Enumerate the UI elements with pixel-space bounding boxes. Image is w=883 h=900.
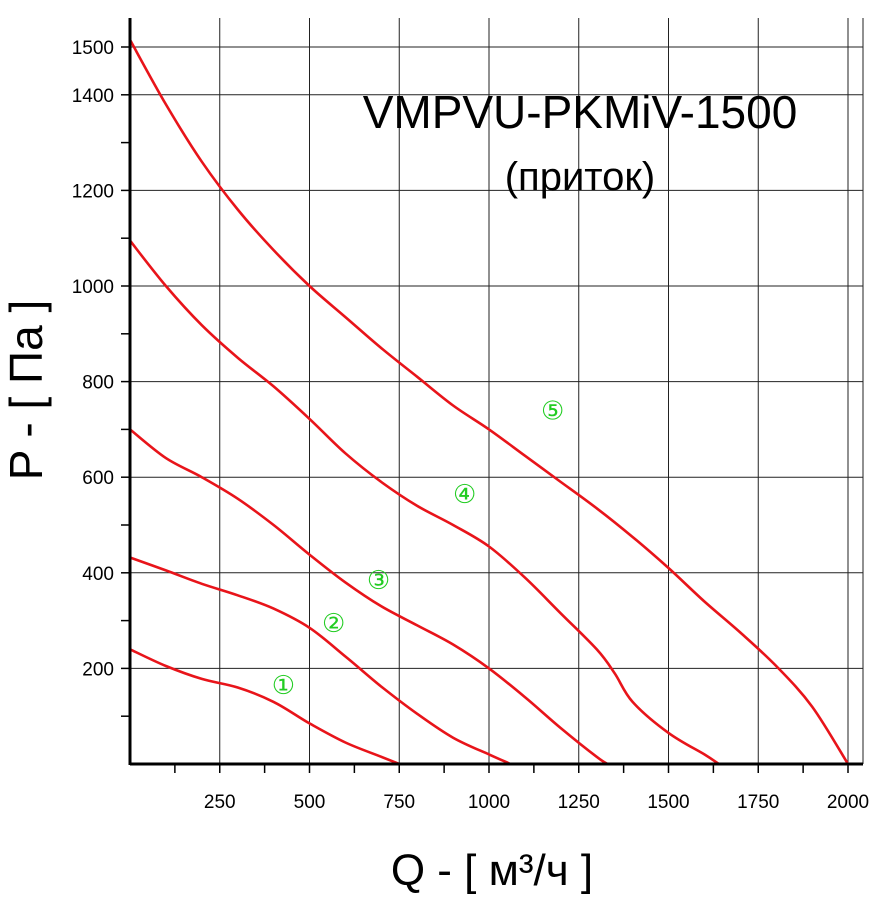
x-tick-label: 750 — [383, 792, 415, 813]
y-tick-label: 1500 — [72, 38, 114, 59]
series-line-1 — [129, 648, 400, 766]
x-tick-label: 1250 — [558, 792, 600, 813]
series-label-2: ② — [322, 609, 345, 639]
series-line-3 — [129, 428, 609, 766]
x-tick-label: 1750 — [737, 792, 779, 813]
y-tick-label: 800 — [82, 373, 114, 394]
grid — [130, 18, 864, 764]
x-tick-label: 1500 — [647, 792, 689, 813]
curve-labels: ① ②③ ④ ⑤ — [272, 396, 565, 701]
series-line-5 — [128, 39, 850, 765]
curves — [128, 39, 850, 766]
series-label-5: ⑤ — [541, 396, 564, 426]
series-line-2 — [129, 556, 512, 766]
axes — [121, 18, 863, 773]
y-tick-label: 1200 — [72, 181, 114, 202]
y-tick-label: 600 — [82, 468, 114, 489]
series-label-3: ③ — [367, 566, 390, 596]
series-label-4: ④ — [453, 480, 476, 510]
y-tick-label: 200 — [82, 659, 114, 680]
y-axis-label: P - [ Па ] — [0, 300, 52, 481]
x-tick-label: 250 — [204, 792, 236, 813]
x-tick-label: 1000 — [468, 792, 510, 813]
chart-subtitle: (приток) — [505, 155, 656, 199]
x-tick-label: 2000 — [827, 792, 869, 813]
chart-title: VMPVU-PKMiV-1500 — [363, 86, 798, 138]
series-line-4 — [128, 239, 720, 766]
series-label-1: ① — [272, 671, 295, 701]
tick-labels: 200 400 600 800 1000 1200 1400 1500 250 500 750 100… — [72, 38, 869, 813]
y-tick-label: 1400 — [72, 86, 114, 107]
y-tick-label: 400 — [82, 564, 114, 585]
y-tick-label: 1000 — [72, 277, 114, 298]
x-tick-label: 500 — [294, 792, 326, 813]
x-axis-label: Q - [ м³/ч ] — [391, 846, 593, 895]
